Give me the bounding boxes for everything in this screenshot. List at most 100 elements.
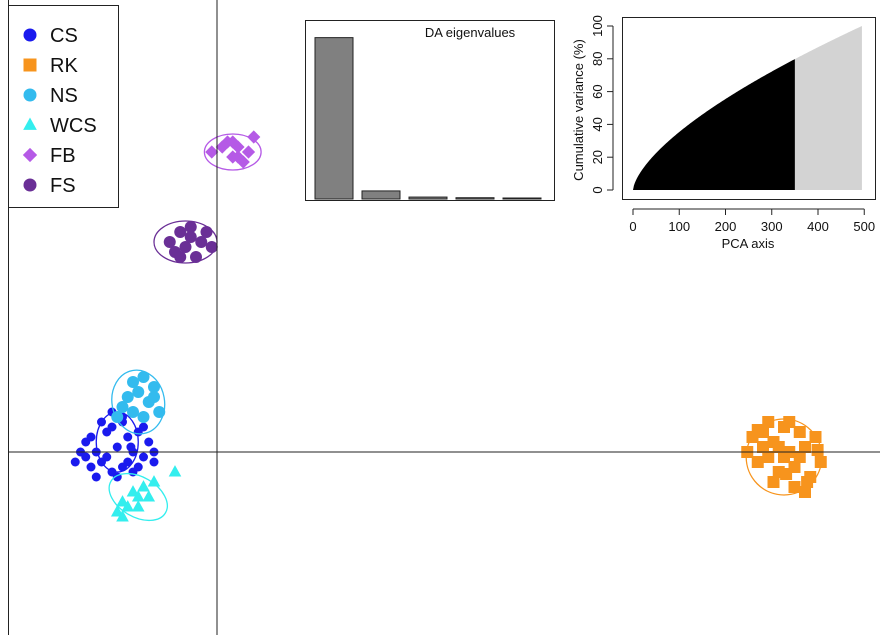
data-point-wcs [168,465,182,477]
data-point-cs [123,457,133,467]
x-tick-label: 300 [761,219,783,234]
data-point-rk [814,456,827,468]
eigenvalue-bar [408,196,448,200]
y-tick-label: 60 [590,84,605,98]
data-point-ns [111,411,124,423]
y-tick-label: 100 [590,15,605,37]
data-point-wcs [126,485,140,497]
data-point-wcs [131,490,145,502]
data-point-wcs [116,510,129,522]
legend-marker-fs [23,178,37,192]
y-tick-label: 20 [590,150,605,164]
data-point-cs [126,442,136,452]
data-point-wcs [142,490,156,502]
data-point-rk [799,486,811,498]
y-tick-label: 80 [590,52,605,66]
legend-marker-ns [23,88,37,102]
data-point-rk [811,444,824,456]
legend-label-fs: FS [50,175,76,197]
data-point-fs [174,251,187,263]
data-point-fb [205,145,219,159]
variance-area-unretained [794,26,862,190]
variance-x-axis-label: PCA axis [722,236,775,251]
cluster-ns [111,369,166,435]
x-tick-label: 100 [668,219,690,234]
eigenvalue-bar [455,197,495,200]
data-point-rk [799,441,811,453]
data-point-fs [184,231,197,243]
data-point-cs [97,417,106,427]
data-point-fs [184,221,197,233]
legend-label-ns: NS [50,85,78,107]
x-tick-label: 0 [629,219,636,234]
cluster-ellipse-fb [203,133,262,171]
data-point-ns [148,381,160,393]
eigenvalue-bar [314,37,354,200]
data-point-rk [751,456,764,468]
data-point-wcs [121,500,135,512]
x-tick-label: 500 [853,219,875,234]
data-point-rk [772,441,785,453]
data-point-ns [127,406,139,418]
data-point-fs [174,226,187,238]
data-point-cs [86,432,96,442]
data-point-wcs [131,500,145,512]
legend-marker-wcs [23,117,37,130]
data-point-rk [767,476,780,488]
data-point-rk [809,431,822,443]
cluster-fs [153,220,218,264]
da-eigenvalues-inset: DA eigenvalues [305,20,555,201]
eigen-inset-title: DA eigenvalues [425,25,516,40]
data-point-ns [116,401,129,413]
legend-label-cs: CS [50,25,78,47]
data-point-cs [86,462,96,472]
cluster-ellipse-wcs [108,472,168,522]
data-point-rk [783,416,796,428]
data-point-cs [133,462,143,472]
data-point-rk [801,476,814,488]
data-point-rk [788,481,801,493]
data-point-fs [179,241,192,253]
data-point-fb [241,145,256,159]
data-point-rk [793,451,806,463]
legend-marker-cs [23,28,37,42]
data-point-rk [778,451,790,463]
data-point-cs [149,457,159,467]
data-point-rk [751,424,764,436]
data-point-cs [144,437,154,447]
cluster-fb [203,130,262,171]
data-point-cs [81,452,91,462]
x-tick-label: 200 [715,219,737,234]
y-tick-label: 0 [590,186,605,193]
data-point-rk [762,416,775,428]
cluster-cs [70,407,159,482]
legend-label-wcs: WCS [50,115,97,137]
cumulative-variance-inset: PCA axis Cumulative variance (%) 0 100 200… [571,15,876,251]
legend-marker-fb [22,147,38,163]
data-point-cs [70,457,80,467]
data-point-ns [132,386,145,398]
cluster-rk [741,416,827,498]
data-point-ns [137,411,150,423]
variance-y-axis-label: Cumulative variance (%) [571,39,586,181]
data-point-fb [231,150,245,164]
data-point-rk [793,426,806,438]
legend: CS RK NS WCS FB FS [8,5,119,208]
data-point-rk [780,468,793,480]
legend-label-rk: RK [50,55,78,77]
data-point-fs [205,241,218,253]
data-point-fs [190,251,202,263]
data-point-cs [107,422,117,432]
data-point-wcs [147,475,161,487]
data-point-wcs [137,480,150,492]
data-point-fs [195,236,208,248]
data-point-rk [762,451,775,463]
data-point-ns [137,371,150,383]
data-point-wcs [116,495,129,507]
cluster-ellipse-ns [111,369,166,435]
eigenvalue-bar [361,190,401,200]
data-point-cs [102,452,112,462]
variance-area-retained [633,59,795,190]
data-point-fb [247,130,261,144]
